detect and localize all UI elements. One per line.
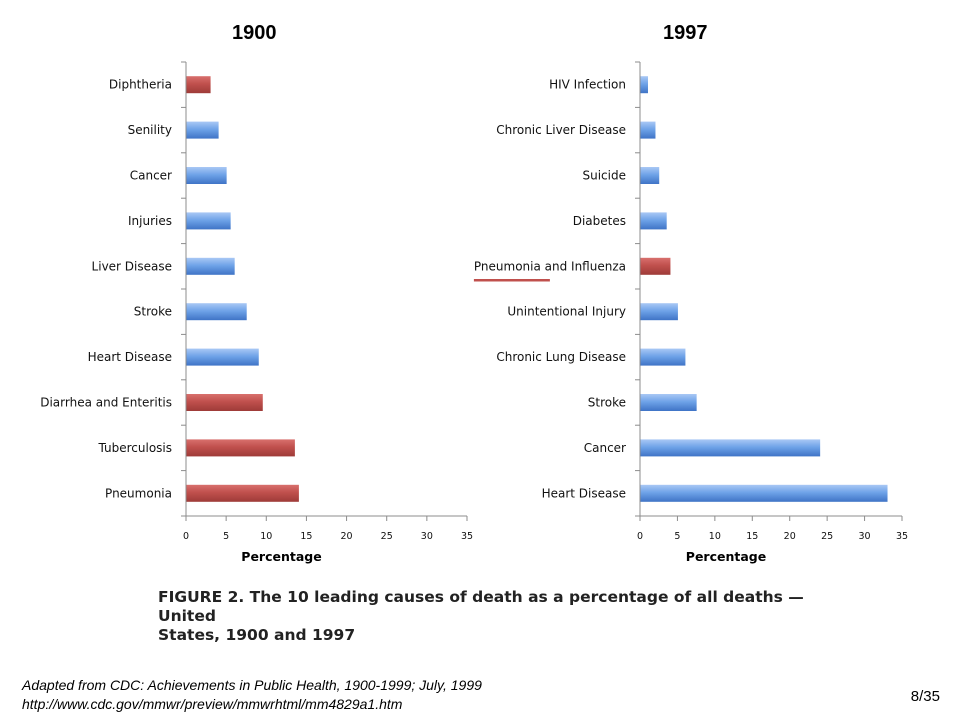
category-label: Heart Disease [542, 486, 626, 500]
bar-stroke [640, 394, 697, 411]
source-line1: Adapted from CDC: Achievements in Public… [22, 677, 482, 693]
bar-pneumonia [186, 484, 299, 502]
category-label: Diabetes [573, 214, 626, 228]
chart-1997-plot: HIV Infection Chronic Liver Disease Suicid… [473, 61, 908, 564]
bar-liver-disease [186, 257, 235, 275]
chart-1997: 1997 HIV Infection Chronic Liver Disease S… [455, 0, 960, 575]
source-url: http://www.cdc.gov/mmwr/preview/mmwrhtml… [22, 696, 403, 712]
category-label: Suicide [583, 169, 627, 183]
category-label: Pneumonia and Influenza [474, 259, 626, 273]
bar-chronic-lung-disease [640, 348, 686, 366]
x-tick-label: 35 [896, 531, 908, 542]
category-label: Chronic Liver Disease [496, 123, 626, 137]
x-tick-label: 15 [746, 531, 758, 542]
x-tick-label: 15 [300, 531, 312, 542]
bar-heart-disease [186, 348, 259, 366]
bar-injuries [186, 212, 231, 230]
bar-diabetes [640, 212, 667, 230]
x-axis-title: Percentage [241, 549, 321, 564]
x-tick-label: 35 [461, 531, 473, 542]
bar-heart-disease [640, 484, 888, 502]
figure-caption-line1: FIGURE 2. The 10 leading causes of death… [158, 588, 804, 625]
category-label: Cancer [130, 169, 172, 183]
x-axis-title: Percentage [686, 549, 766, 564]
category-label: Liver Disease [92, 259, 172, 273]
x-tick-label: 10 [260, 531, 272, 542]
category-label: Tuberculosis [98, 441, 173, 455]
chart-1900-plot: Diphtheria Senility Cancer Injuries Liver Di… [40, 61, 473, 564]
figure-caption: FIGURE 2. The 10 leading causes of death… [158, 588, 858, 645]
x-tick-label: 25 [821, 531, 833, 542]
bar-diphtheria [186, 76, 211, 94]
chart-title-1997: 1997 [663, 22, 708, 44]
chart-1900: 1900 Diphtheria Senility Cancer Injuries Liv… [0, 0, 473, 575]
category-label: Diarrhea and Enteritis [40, 396, 172, 410]
category-label: Unintentional Injury [507, 305, 626, 319]
x-tick-label: 25 [381, 531, 393, 542]
category-label: Cancer [584, 441, 626, 455]
bar-stroke [186, 303, 247, 321]
x-tick-label: 10 [709, 531, 721, 542]
bar-unintentional-injury [640, 303, 678, 321]
x-tick-label: 5 [674, 531, 680, 542]
bar-chronic-liver-disease [640, 121, 656, 139]
category-label: Stroke [134, 305, 172, 319]
bar-diarrhea-and-enteritis [186, 394, 263, 411]
category-label: Pneumonia [105, 486, 172, 500]
bar-senility [186, 121, 219, 139]
figure-caption-line2: States, 1900 and 1997 [158, 626, 356, 644]
bar-tuberculosis [186, 439, 295, 457]
bar-hiv-infection [640, 76, 648, 94]
category-label: Injuries [128, 214, 172, 228]
chart-title-1900: 1900 [232, 22, 277, 44]
category-label: Stroke [588, 396, 626, 410]
category-label: Diphtheria [109, 78, 172, 92]
page-number: 8/35 [910, 688, 940, 705]
x-tick-label: 30 [859, 531, 871, 542]
bar-suicide [640, 167, 660, 184]
x-tick-label: 30 [421, 531, 433, 542]
bar-cancer [640, 439, 821, 457]
bar-pneumonia-and-influenza [640, 257, 671, 275]
category-label: Heart Disease [88, 350, 172, 364]
x-tick-label: 5 [223, 531, 229, 542]
x-tick-label: 0 [637, 531, 643, 542]
source-citation: Adapted from CDC: Achievements in Public… [22, 676, 482, 714]
category-label: Chronic Lung Disease [496, 350, 626, 364]
bar-cancer [186, 167, 227, 184]
x-tick-label: 20 [784, 531, 796, 542]
x-tick-label: 20 [341, 531, 353, 542]
category-label: HIV Infection [549, 78, 626, 92]
x-tick-label: 0 [183, 531, 189, 542]
category-label: Senility [128, 123, 172, 137]
